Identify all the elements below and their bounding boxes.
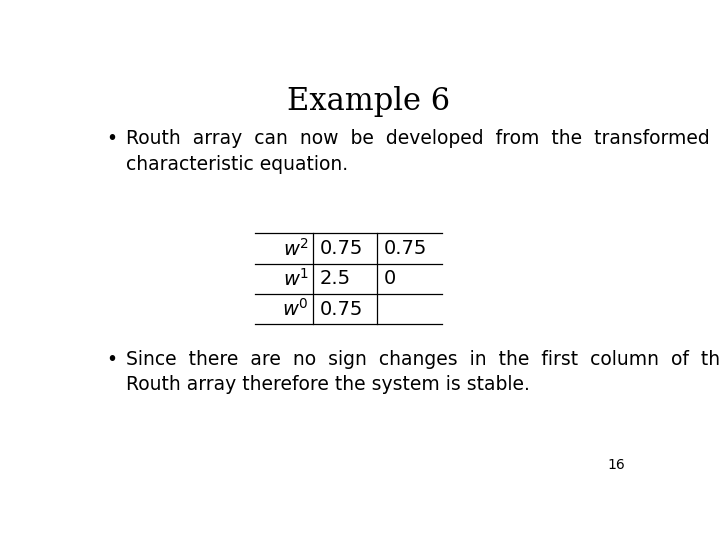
Text: 2.5: 2.5: [320, 269, 351, 288]
Text: characteristic equation.: characteristic equation.: [126, 155, 348, 174]
Text: •: •: [107, 349, 118, 369]
Text: Example 6: Example 6: [287, 85, 451, 117]
Text: Routh  array  can  now  be  developed  from  the  transformed: Routh array can now be developed from th…: [126, 129, 710, 149]
Text: 0.75: 0.75: [320, 239, 364, 258]
Text: 16: 16: [608, 458, 626, 472]
Text: $w^1$: $w^1$: [282, 268, 309, 289]
Text: $w^0$: $w^0$: [282, 298, 309, 320]
Text: 0.75: 0.75: [320, 300, 364, 319]
Text: 0: 0: [384, 269, 396, 288]
Text: $w^2$: $w^2$: [283, 238, 309, 259]
Text: 0.75: 0.75: [384, 239, 428, 258]
Text: •: •: [107, 129, 118, 149]
Text: Routh array therefore the system is stable.: Routh array therefore the system is stab…: [126, 375, 530, 394]
Text: Since  there  are  no  sign  changes  in  the  first  column  of  the: Since there are no sign changes in the f…: [126, 349, 720, 369]
